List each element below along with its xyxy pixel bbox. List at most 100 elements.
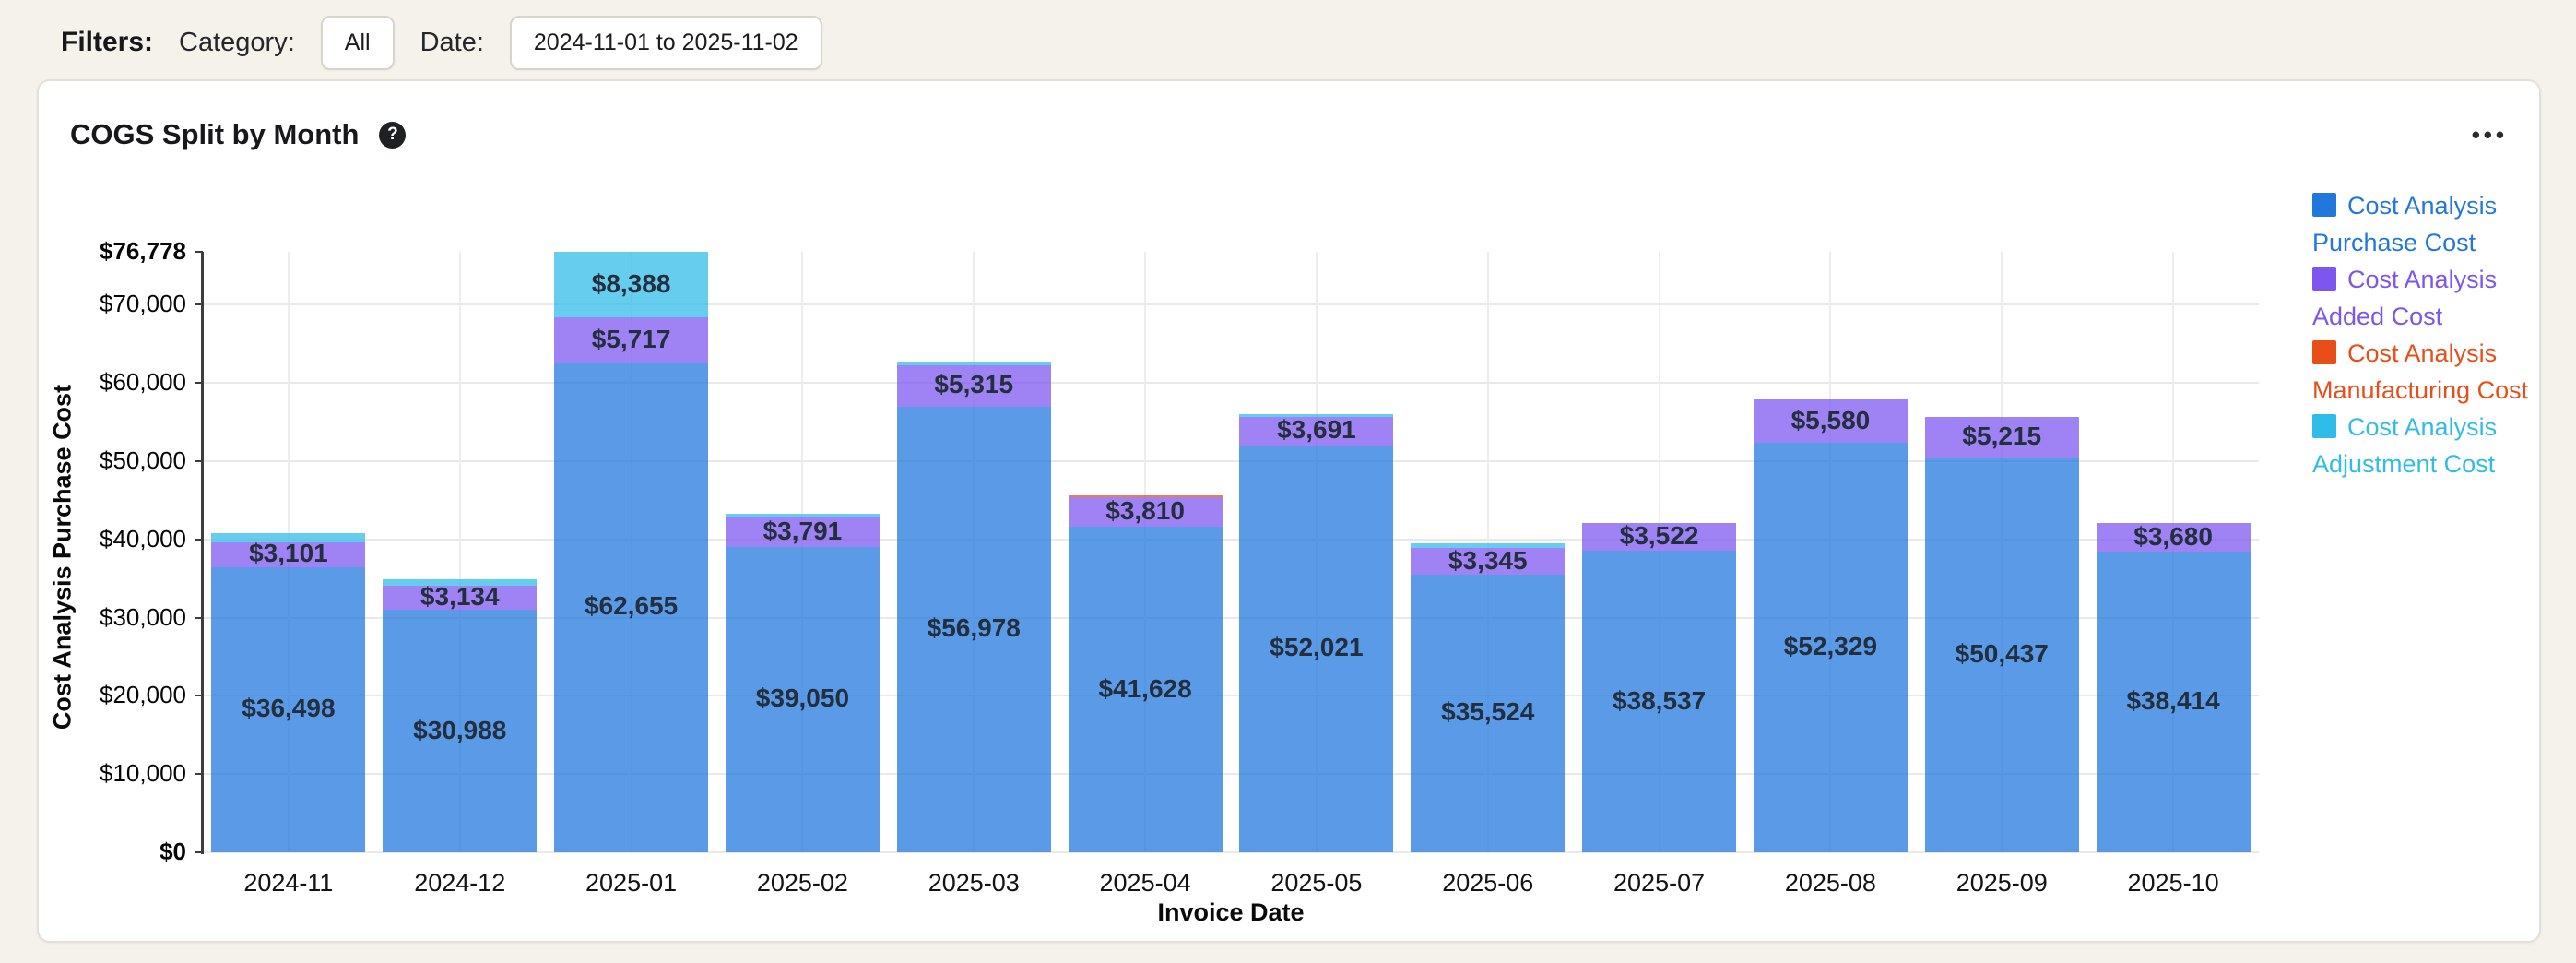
y-axis-tick-label: $0 xyxy=(160,838,186,865)
y-axis-tick xyxy=(195,695,203,697)
bar-segment-label: $5,580 xyxy=(1790,405,1871,434)
bar-segment-label: $8,388 xyxy=(591,268,671,298)
y-axis-tick-label: $10,000 xyxy=(100,759,186,788)
bar-segment-label: $3,101 xyxy=(249,539,328,568)
bar-segment[interactable] xyxy=(1239,416,1394,446)
y-axis-tick xyxy=(195,460,203,463)
y-axis-tick-label: $70,000 xyxy=(100,290,186,318)
category-filter-button[interactable]: All xyxy=(320,15,395,70)
bar-segment-label: $35,524 xyxy=(1441,697,1535,727)
legend-item[interactable]: Cost Analysis Adjustment Cost xyxy=(2312,410,2567,483)
bar-segment[interactable] xyxy=(383,610,538,852)
y-axis-tick xyxy=(195,303,203,306)
y-axis-tick-label: $30,000 xyxy=(100,602,186,631)
bar-segment[interactable] xyxy=(1582,551,1737,852)
bar-segment-label: $56,978 xyxy=(927,613,1021,643)
bar-segment[interactable] xyxy=(725,517,880,547)
bar-segment[interactable] xyxy=(211,533,366,543)
bar-segment[interactable] xyxy=(1753,443,1908,852)
bar-segment[interactable] xyxy=(1068,495,1223,497)
bar-segment[interactable] xyxy=(383,585,538,611)
legend-swatch-icon xyxy=(2312,339,2336,364)
bar-segment-label: $3,691 xyxy=(1277,415,1356,445)
bar-segment[interactable] xyxy=(1239,445,1394,852)
legend-label: Cost Analysis Manufacturing Cost xyxy=(2312,339,2529,404)
bar-segment[interactable] xyxy=(554,317,709,363)
y-axis-tick xyxy=(195,616,203,619)
gridline-horizontal xyxy=(203,851,2259,853)
bar-segment[interactable] xyxy=(1924,458,2079,852)
legend-item[interactable]: Cost Analysis Added Cost xyxy=(2312,262,2567,336)
ellipsis-menu-icon[interactable]: ••• xyxy=(2471,121,2508,149)
bar-segment[interactable] xyxy=(1924,417,2079,458)
gridline-horizontal xyxy=(203,538,2259,541)
help-icon[interactable]: ? xyxy=(379,121,407,149)
x-axis-tick-label: 2025-06 xyxy=(1442,869,1534,897)
bar-segment[interactable] xyxy=(725,513,880,517)
card-header: COGS Split by Month ? ••• xyxy=(70,118,2508,151)
bar-segment[interactable] xyxy=(896,362,1051,365)
x-axis-tick-label: 2025-09 xyxy=(1956,869,2048,897)
bar-segment[interactable] xyxy=(1068,496,1223,528)
bar-segment-label: $30,988 xyxy=(413,715,507,744)
bar-segment-label: $50,437 xyxy=(1955,639,2049,669)
category-filter-label: Category: xyxy=(179,27,295,57)
legend-swatch-icon xyxy=(2312,266,2336,291)
chart-title: COGS Split by Month xyxy=(70,118,360,150)
gridline-horizontal xyxy=(203,382,2259,385)
gridline-horizontal xyxy=(203,773,2259,776)
bar-segment-label: $3,522 xyxy=(1619,521,1699,551)
bar-segment[interactable] xyxy=(1411,542,1566,549)
filters-title: Filters: xyxy=(61,27,154,57)
bar-segment[interactable] xyxy=(554,362,709,852)
date-filter-label: Date: xyxy=(419,27,484,57)
bar-segment[interactable] xyxy=(554,252,709,318)
x-axis-tick-label: 2025-02 xyxy=(756,869,848,897)
x-axis-title: Invoice Date xyxy=(1157,898,1305,926)
gridline-horizontal xyxy=(203,695,2259,697)
bar-segment[interactable] xyxy=(1411,548,1566,575)
x-axis-tick-label: 2025-07 xyxy=(1613,869,1706,897)
x-axis-tick-label: 2024-12 xyxy=(414,869,506,897)
y-axis-tick-label: $76,778 xyxy=(100,237,186,265)
bar-segment[interactable] xyxy=(1239,413,1394,417)
bar-segment[interactable] xyxy=(2096,552,2251,852)
cogs-chart-card: COGS Split by Month ? ••• Cost Analysis … xyxy=(37,79,2541,943)
legend-swatch-icon xyxy=(2312,413,2336,438)
bar-segment-label: $5,315 xyxy=(934,370,1014,399)
bar-segment[interactable] xyxy=(1582,523,1737,552)
y-axis-tick xyxy=(195,251,203,253)
legend-label: Cost Analysis Added Cost xyxy=(2312,265,2498,330)
y-axis-tick-label: $40,000 xyxy=(100,524,186,553)
y-axis-tick-label: $60,000 xyxy=(100,368,186,397)
bar-segment[interactable] xyxy=(1068,527,1223,852)
bar-segment[interactable] xyxy=(383,578,538,586)
bar-segment[interactable] xyxy=(1753,398,1908,444)
filters-bar: Filters: Category: All Date: 2024-11-01 … xyxy=(61,13,822,72)
legend-item[interactable]: Cost Analysis Manufacturing Cost xyxy=(2312,336,2567,410)
gridline-horizontal xyxy=(203,460,2259,463)
bar-segment[interactable] xyxy=(2096,523,2251,553)
bar-segment-label: $52,329 xyxy=(1783,632,1878,661)
y-axis-tick xyxy=(195,538,203,541)
plot-area: Cost Analysis Purchase Cost Invoice Date… xyxy=(39,81,2539,941)
bar-segment[interactable] xyxy=(1411,574,1566,852)
legend-item[interactable]: Cost Analysis Purchase Cost xyxy=(2312,188,2567,262)
bar-segment-label: $41,628 xyxy=(1098,673,1192,703)
bar-segment[interactable] xyxy=(725,546,880,852)
y-axis-tick xyxy=(195,851,203,853)
bar-segment-label: $5,215 xyxy=(1962,422,2042,451)
bar-segment-label: $39,050 xyxy=(755,684,850,713)
gridline-vertical xyxy=(458,252,461,852)
bar-segment[interactable] xyxy=(211,542,366,567)
bar-segment-label: $38,414 xyxy=(2126,686,2220,716)
legend-swatch-icon xyxy=(2312,193,2336,217)
bar-segment[interactable] xyxy=(896,406,1051,852)
bar-segment-label: $62,655 xyxy=(584,591,679,621)
x-axis-tick-label: 2025-03 xyxy=(928,869,1020,897)
bar-segment[interactable] xyxy=(896,364,1051,407)
bar-segment-label: $38,537 xyxy=(1612,685,1707,715)
legend-label: Cost Analysis Adjustment Cost xyxy=(2312,412,2498,478)
bar-segment[interactable] xyxy=(211,566,366,852)
date-range-button[interactable]: 2024-11-01 to 2025-11-02 xyxy=(509,15,822,70)
